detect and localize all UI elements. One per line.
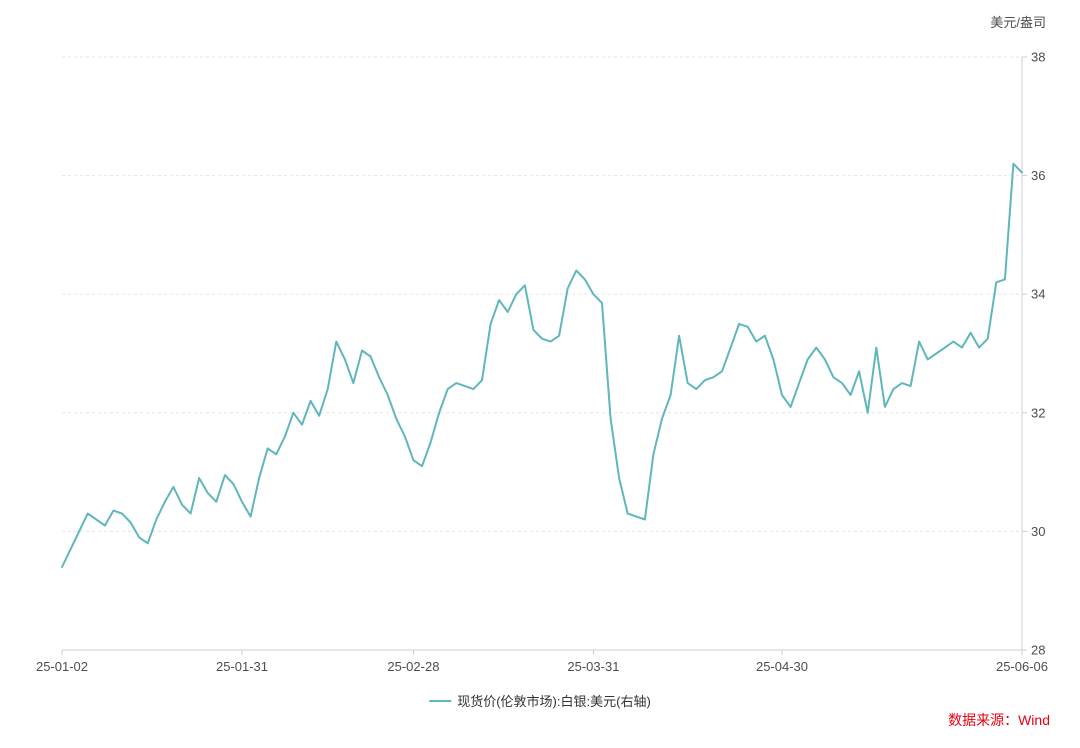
y-axis-unit-label: 美元/盎司 — [990, 15, 1046, 30]
y-axis-tick-label: 28 — [1031, 643, 1045, 658]
price-series-line — [61, 162, 1023, 568]
y-axis-tick-label: 30 — [1031, 524, 1045, 539]
x-axis-tick-label: 25-01-02 — [36, 659, 88, 674]
y-axis-tick-label: 32 — [1031, 405, 1045, 420]
x-axis-tick-label: 25-06-06 — [996, 659, 1048, 674]
legend-label: 现货价(伦敦市场):白银:美元(右轴) — [457, 694, 651, 709]
x-axis-tick-label: 25-03-31 — [567, 659, 619, 674]
legend-line-swatch — [429, 699, 452, 702]
y-axis-tick-label: 34 — [1031, 287, 1045, 302]
legend-item-spot-price[interactable]: 现货价(伦敦市场):白银:美元(右轴) — [429, 691, 651, 710]
y-axis-tick-label: 38 — [1031, 50, 1045, 65]
x-axis-tick-label: 25-02-28 — [387, 659, 439, 674]
y-axis-tick-label: 36 — [1031, 168, 1045, 183]
x-axis-tick-label: 25-04-30 — [756, 659, 808, 674]
data-source-label: 数据来源：Wind — [948, 712, 1050, 728]
x-axis-tick-label: 25-01-31 — [216, 659, 268, 674]
